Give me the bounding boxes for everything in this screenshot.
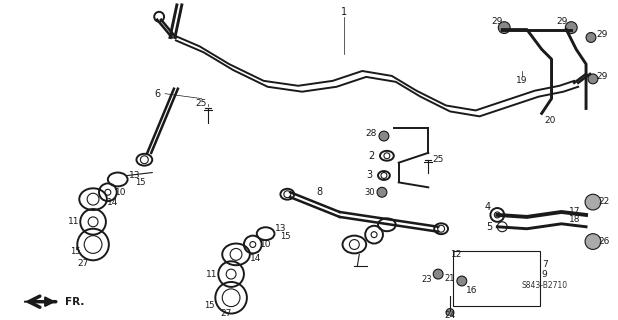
Text: 21: 21 <box>445 274 455 283</box>
Circle shape <box>588 74 598 84</box>
Text: 15: 15 <box>70 247 80 256</box>
Text: 15: 15 <box>135 178 146 187</box>
Text: 18: 18 <box>569 215 580 224</box>
Text: 2: 2 <box>368 151 375 161</box>
Text: 24: 24 <box>444 311 455 320</box>
Text: 12: 12 <box>451 250 463 259</box>
Text: 29: 29 <box>596 72 607 81</box>
Text: 26: 26 <box>598 237 609 246</box>
Text: 4: 4 <box>485 202 491 212</box>
Text: 22: 22 <box>598 196 609 206</box>
Circle shape <box>565 22 577 34</box>
Text: 13: 13 <box>274 224 286 233</box>
Text: 20: 20 <box>544 116 555 125</box>
Text: 16: 16 <box>466 286 478 295</box>
Bar <box>453 252 540 306</box>
Text: 6: 6 <box>154 89 160 99</box>
Text: 8: 8 <box>317 187 323 197</box>
Circle shape <box>586 33 596 42</box>
Text: 19: 19 <box>516 76 528 85</box>
Text: 29: 29 <box>557 17 568 26</box>
Text: 11: 11 <box>67 217 79 226</box>
Circle shape <box>379 131 389 141</box>
Text: 14: 14 <box>250 254 261 263</box>
Circle shape <box>585 234 601 250</box>
Text: 10: 10 <box>115 188 127 197</box>
Circle shape <box>433 269 443 279</box>
Circle shape <box>377 187 387 197</box>
Text: 7: 7 <box>542 260 548 269</box>
Circle shape <box>446 308 454 316</box>
Text: 15: 15 <box>280 232 290 241</box>
Text: 30: 30 <box>364 188 375 197</box>
Text: 27: 27 <box>221 309 232 318</box>
Text: 13: 13 <box>129 171 140 180</box>
Text: 28: 28 <box>365 129 377 138</box>
Circle shape <box>498 22 510 34</box>
Text: 9: 9 <box>542 269 548 279</box>
Circle shape <box>457 276 467 286</box>
Text: 14: 14 <box>107 198 119 207</box>
Text: FR.: FR. <box>66 297 85 307</box>
Text: 3: 3 <box>366 171 372 180</box>
Text: 27: 27 <box>77 259 89 268</box>
Text: 25: 25 <box>433 155 444 164</box>
Text: S843-B2710: S843-B2710 <box>522 281 568 291</box>
Text: 10: 10 <box>260 240 271 249</box>
Text: 11: 11 <box>206 269 217 279</box>
Text: 23: 23 <box>421 275 431 284</box>
Circle shape <box>585 194 601 210</box>
Text: 29: 29 <box>596 30 607 39</box>
Text: 17: 17 <box>569 207 580 216</box>
Text: 1: 1 <box>341 7 347 17</box>
Text: 5: 5 <box>486 222 493 232</box>
Text: 15: 15 <box>204 301 214 310</box>
Text: 29: 29 <box>492 17 503 26</box>
Text: 25: 25 <box>196 99 207 108</box>
